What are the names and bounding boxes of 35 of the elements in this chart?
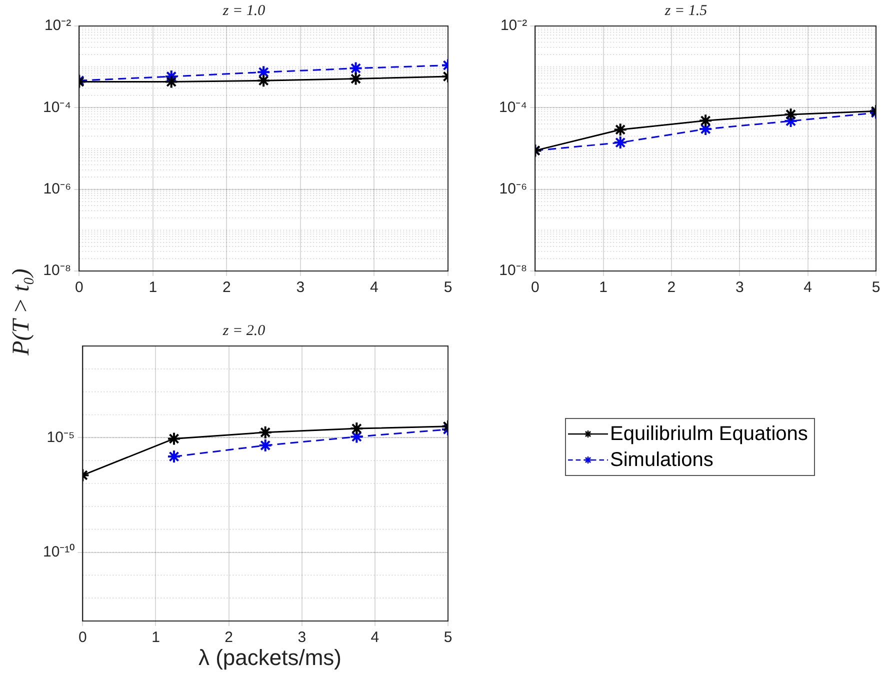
y-axis-title: P(T > t₀) — [8, 268, 36, 356]
x-tick-label: 4 — [804, 279, 812, 296]
x-tick-label: 1 — [148, 279, 158, 296]
y-tick-label: 10⁻² — [500, 17, 528, 34]
x-tick-label: 4 — [370, 629, 380, 646]
x-tick-label: 4 — [370, 279, 378, 296]
y-tick-label: 10⁻⁴ — [498, 98, 528, 116]
legend-label: Simulations — [610, 448, 714, 473]
x-tick-label: 0 — [78, 629, 87, 646]
x-tick-label: 5 — [444, 279, 452, 296]
x-tick-label: 0 — [530, 279, 540, 296]
x-tick-label: 2 — [222, 279, 231, 296]
y-tick-label: 10⁻² — [44, 17, 72, 34]
x-tick-label: 1 — [152, 629, 160, 646]
y-tick-label: 10⁻⁴ — [42, 98, 72, 116]
chart-title: z = 1.0 — [222, 2, 266, 19]
y-tick-label: 10⁻⁸ — [43, 262, 72, 280]
y-tick-label: 10⁻⁶ — [43, 180, 72, 198]
x-tick-label: 3 — [298, 629, 306, 646]
y-tick-label: 10⁻⁶ — [499, 180, 528, 198]
y-tick-label: 10⁻⁸ — [499, 262, 528, 280]
legend-label: Equilibriulm Equations — [610, 422, 808, 447]
x-tick-label: 1 — [599, 279, 608, 296]
y-tick-label: 10⁻¹⁰ — [42, 543, 75, 560]
y-tick-label: 10⁻⁵ — [46, 428, 75, 446]
x-tick-label: 2 — [224, 629, 233, 646]
chart-title: z = 1.5 — [664, 2, 708, 19]
chart-title: z = 2.0 — [222, 322, 266, 339]
x-tick-label: 3 — [735, 279, 744, 296]
x-tick-label: 2 — [667, 279, 676, 296]
x-tick-label: 5 — [444, 629, 452, 646]
x-tick-label: 0 — [74, 279, 84, 296]
x-axis-title: λ (packets/ms) — [198, 645, 342, 671]
x-tick-label: 5 — [872, 279, 880, 296]
x-tick-label: 3 — [296, 279, 305, 296]
